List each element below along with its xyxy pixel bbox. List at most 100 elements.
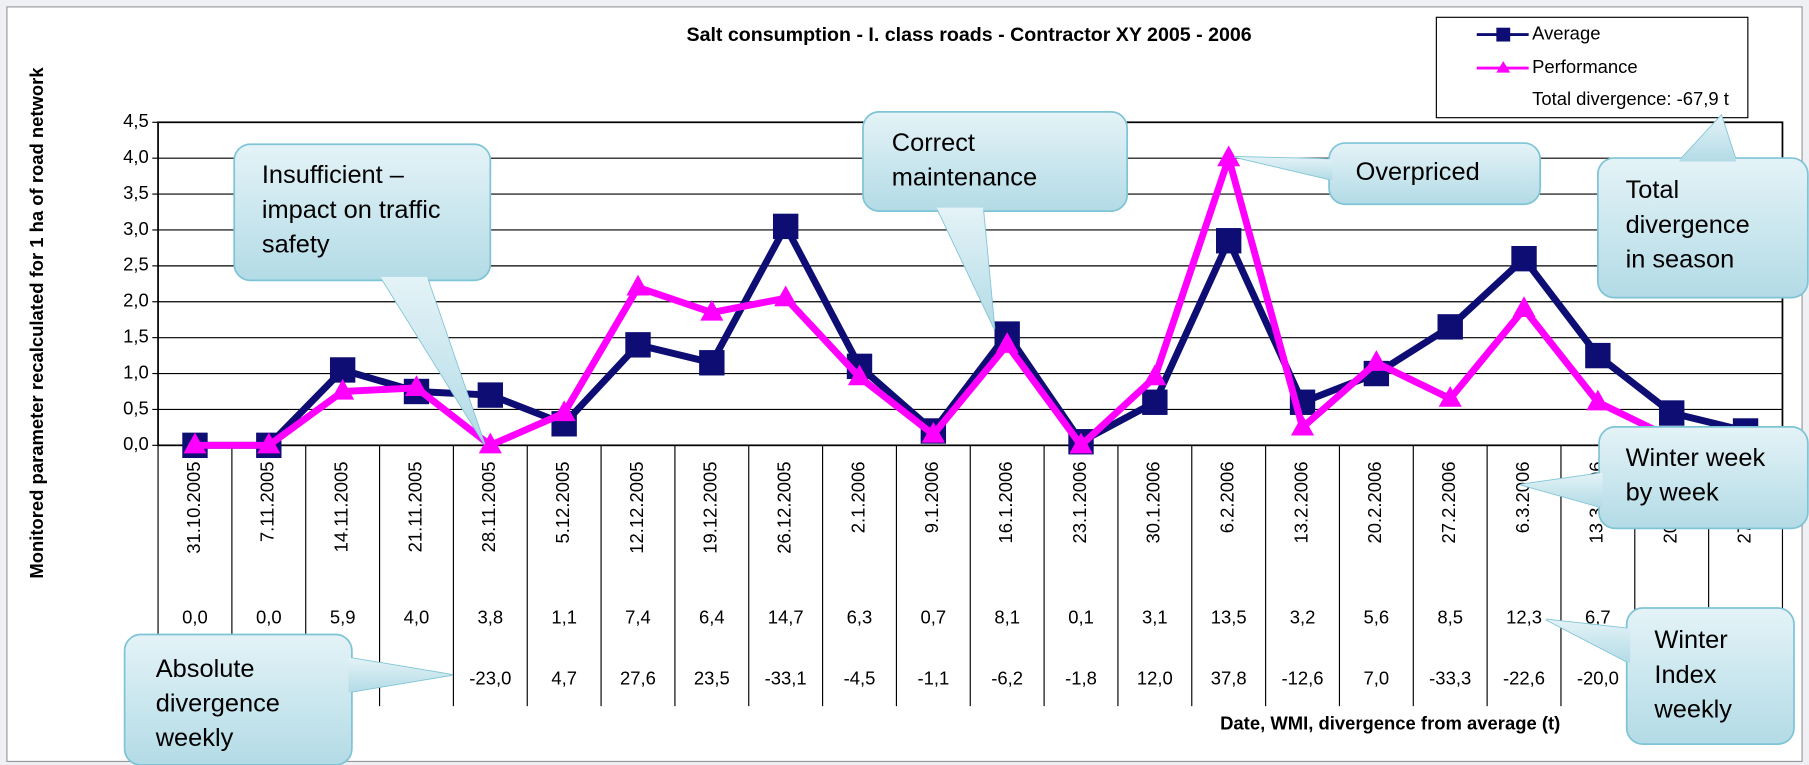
callout-joint [1545, 619, 1631, 664]
divergence-cell: -1,8 [1065, 667, 1097, 688]
date-label: 21.11.2005 [404, 461, 425, 552]
wmi-cell: 14,7 [768, 606, 804, 627]
x-axis-label: Date, WMI, divergence from average (t) [1220, 712, 1560, 733]
date-label: 23.1.2006 [1069, 461, 1090, 543]
series-marker [847, 364, 872, 386]
y-tick-label: 4,5 [123, 110, 149, 131]
callout: Winter Index weekly [1545, 607, 1795, 746]
callout-box [862, 111, 1129, 212]
series-marker [772, 213, 799, 240]
legend-note: Total divergence: -67,9 t [1532, 88, 1729, 109]
series-marker [1290, 414, 1315, 436]
callout-box [233, 143, 492, 282]
date-label: 14.11.2005 [331, 461, 352, 552]
callout: Winter week by week [1520, 426, 1809, 530]
wmi-cell: 0,7 [921, 606, 947, 627]
divergence-cell: 27,6 [620, 667, 656, 688]
callout: Total divergence in season [1597, 113, 1809, 299]
wmi-cell: 0,0 [256, 606, 282, 627]
callout-joint [380, 276, 485, 445]
callout-text: divergence [1626, 211, 1750, 239]
series-marker [1511, 245, 1537, 272]
series-marker [1142, 389, 1168, 415]
legend-marker [1496, 61, 1511, 73]
series-marker [1215, 228, 1242, 254]
wmi-cell: 3,1 [1142, 606, 1168, 627]
wmi-cell: 3,2 [1290, 606, 1316, 627]
date-label: 13.2.2006 [1290, 461, 1311, 543]
wmi-cell: 3,8 [478, 606, 504, 627]
date-label: 28.11.2005 [478, 461, 499, 552]
y-tick-label: 4,0 [123, 146, 149, 167]
date-label: 9.1.2006 [921, 461, 942, 533]
wmi-cell: 5,6 [1364, 606, 1390, 627]
y-tick-label: 1,5 [123, 326, 149, 347]
divergence-cell: -23,0 [469, 667, 511, 688]
series-marker [1585, 342, 1611, 369]
wmi-cell: 13,5 [1211, 606, 1247, 627]
series-marker [774, 285, 798, 307]
series-marker [921, 421, 945, 443]
date-label: 2.1.2006 [847, 461, 868, 533]
callout-text: Index [1654, 661, 1716, 689]
y-tick-label: 3,0 [123, 218, 149, 239]
date-label: 5.12.2005 [552, 461, 573, 543]
callout-text: Insufficient – [262, 161, 405, 189]
date-label: 20.2.2006 [1364, 461, 1385, 543]
y-axis-label: Monitored parameter recalculated for 1 h… [26, 67, 47, 579]
series-marker [626, 274, 650, 296]
series-marker [183, 432, 207, 454]
callout-text: impact on traffic [262, 196, 441, 224]
divergence-cell: 4,7 [551, 667, 577, 688]
chart-body: Salt consumption - I. class roads - Cont… [6, 6, 1809, 765]
divergence-cell: -1,1 [917, 667, 949, 688]
series-marker [625, 332, 651, 358]
series-marker [404, 375, 429, 396]
wmi-cell: 7,4 [625, 606, 651, 627]
callout-joint [1678, 115, 1737, 162]
legend-marker [1496, 27, 1511, 42]
callout-text: Correct [892, 129, 975, 157]
y-tick-label: 2,5 [123, 254, 149, 275]
callout-box [1625, 607, 1795, 746]
wmi-cell: 0,0 [182, 606, 208, 627]
divergence-cell: -33,1 [765, 667, 807, 688]
wmi-cell: 0,1 [1068, 606, 1094, 627]
series-marker [1437, 314, 1463, 340]
callout: Overpriced [1234, 142, 1542, 206]
callout-text: weekly [155, 724, 234, 752]
wmi-cell: 4,0 [404, 606, 430, 627]
callout: Correct maintenance [862, 111, 1129, 330]
series-marker [329, 357, 356, 383]
series-marker [1512, 296, 1536, 318]
callout-text: by week [1626, 478, 1719, 506]
callout-text: divergence [156, 690, 280, 718]
date-label: 27.2.2006 [1438, 461, 1459, 543]
callout-text: Winter [1654, 626, 1728, 654]
divergence-cell: -33,3 [1429, 667, 1471, 688]
callout-text: Winter week [1626, 444, 1766, 472]
date-label: 12.12.2005 [626, 461, 647, 553]
callout-text: Total [1626, 176, 1680, 204]
date-label: 19.12.2005 [700, 461, 721, 553]
series-marker [331, 378, 355, 400]
y-tick-label: 0,5 [123, 397, 149, 418]
callout-text: maintenance [892, 164, 1037, 192]
divergence-cell: -20,0 [1577, 667, 1619, 688]
y-tick-label: 1,0 [123, 361, 149, 382]
callout-text: Overpriced [1356, 158, 1480, 186]
date-label: 31.10.2005 [183, 461, 204, 553]
series-marker [700, 299, 724, 321]
series-marker [478, 432, 502, 454]
series-marker [477, 382, 504, 408]
wmi-cell: 8,1 [994, 606, 1020, 627]
divergence-cell: 23,5 [694, 667, 730, 688]
wmi-cell: 8,5 [1437, 606, 1463, 627]
series-marker [1586, 389, 1610, 411]
divergence-cell: -4,5 [844, 667, 876, 688]
wmi-cell: 1,1 [551, 606, 577, 627]
series-marker [1217, 145, 1241, 167]
date-label: 16.1.2006 [995, 461, 1016, 543]
divergence-cell: -6,2 [991, 667, 1023, 688]
